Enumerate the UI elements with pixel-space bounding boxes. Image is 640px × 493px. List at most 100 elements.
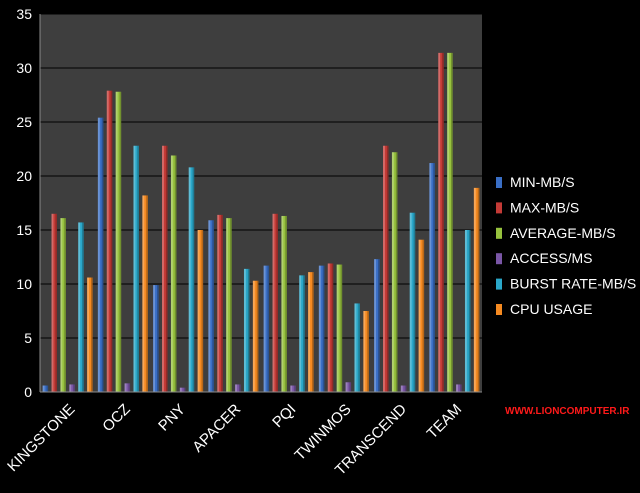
bar-shade (459, 384, 462, 392)
bar-shade (55, 213, 58, 392)
bar (473, 187, 480, 392)
bar-shade (303, 275, 305, 392)
bar-highlight (456, 384, 458, 392)
bar (106, 90, 113, 393)
bar-shade (468, 230, 471, 392)
bar-highlight (354, 303, 357, 392)
bar-body (106, 90, 113, 393)
y-tick-label: 15 (16, 222, 32, 238)
bar-highlight (363, 311, 366, 392)
bar-shade (349, 382, 352, 392)
bar-body (115, 91, 122, 392)
bar (179, 387, 186, 392)
bar-highlight (409, 212, 412, 392)
bar-highlight (299, 275, 302, 392)
bar-body (124, 383, 131, 392)
bar (345, 382, 352, 392)
bar-highlight (400, 385, 403, 392)
bar-shade (433, 163, 435, 392)
bar-body (142, 195, 148, 392)
bar-shade (221, 214, 223, 392)
legend-item: BURST RATE-MB/S (496, 276, 636, 292)
bar-body (383, 145, 389, 392)
bar (197, 230, 204, 392)
bars (42, 52, 480, 393)
bar (447, 52, 453, 392)
bar-body (170, 155, 177, 392)
bar-highlight (327, 263, 330, 392)
bar-highlight (345, 382, 348, 392)
bar-shade (477, 187, 480, 392)
bar-body (226, 218, 232, 392)
bar-body (400, 385, 407, 392)
bar-highlight (106, 90, 109, 393)
bar-shade (285, 215, 287, 392)
legend-label: MIN-MB/S (510, 174, 575, 190)
bar-body (60, 218, 66, 392)
bar-body (418, 239, 425, 392)
bar-highlight (391, 152, 394, 392)
legend-label: MAX-MB/S (510, 199, 579, 215)
y-tick-labels: 0 5 10 15 20 25 30 35 (16, 6, 32, 400)
bar-highlight (197, 230, 200, 392)
bar (78, 222, 84, 392)
legend-swatch (496, 253, 502, 265)
legend-label: AVERAGE-MB/S (510, 225, 616, 241)
bar (42, 385, 49, 392)
bar-body (327, 263, 334, 392)
bar-shade (146, 195, 148, 392)
bar (115, 91, 122, 392)
bar-body (272, 213, 279, 392)
bar-shade (183, 387, 186, 392)
bar (400, 385, 407, 392)
bar-shade (256, 280, 259, 392)
bar (391, 152, 398, 392)
bar-body (235, 384, 241, 392)
legend-item: MIN-MB/S (496, 174, 575, 190)
gridlines (40, 13, 482, 339)
bar (290, 385, 296, 392)
bar-body (429, 163, 435, 392)
bar-highlight (78, 222, 81, 392)
bar-body (162, 145, 168, 392)
bar-highlight (217, 214, 220, 392)
bar (272, 213, 279, 392)
y-tick-label: 25 (16, 114, 32, 130)
bar-body (345, 382, 352, 392)
bar-highlight (318, 265, 321, 392)
bar-body (363, 311, 369, 392)
bar-body (133, 145, 139, 392)
bar-body (188, 167, 195, 392)
bar-shade (395, 152, 398, 392)
bar-highlight (87, 277, 90, 392)
bar-shade (247, 268, 250, 392)
x-category-label: KINGSTONE (4, 401, 78, 475)
bar-highlight (281, 215, 284, 392)
bar-highlight (418, 239, 421, 392)
bar-highlight (188, 167, 191, 392)
bar (327, 263, 334, 392)
bar-body (290, 385, 296, 392)
bar (153, 285, 159, 392)
bar-body (318, 265, 325, 392)
bar-highlight (124, 383, 127, 392)
x-category-label: APACER (189, 401, 244, 456)
bar-shade (165, 145, 168, 392)
legend: MIN-MB/S MAX-MB/S AVERAGE-MB/S ACCESS/MS BUR… (496, 174, 636, 317)
bar-highlight (226, 218, 229, 392)
y-tick-label: 5 (24, 330, 32, 346)
bar-highlight (142, 195, 145, 392)
x-category-label: PNY (155, 401, 189, 435)
bar-highlight (336, 264, 339, 392)
bar-shade (90, 277, 93, 392)
legend-swatch (496, 304, 502, 315)
bar-shade (201, 230, 204, 392)
y-tick-label: 30 (16, 60, 32, 76)
bar-highlight (263, 265, 266, 392)
bar (383, 145, 389, 392)
bar (318, 265, 325, 392)
bar-shade (119, 91, 122, 392)
bar (263, 265, 270, 392)
bar-highlight (464, 230, 467, 392)
